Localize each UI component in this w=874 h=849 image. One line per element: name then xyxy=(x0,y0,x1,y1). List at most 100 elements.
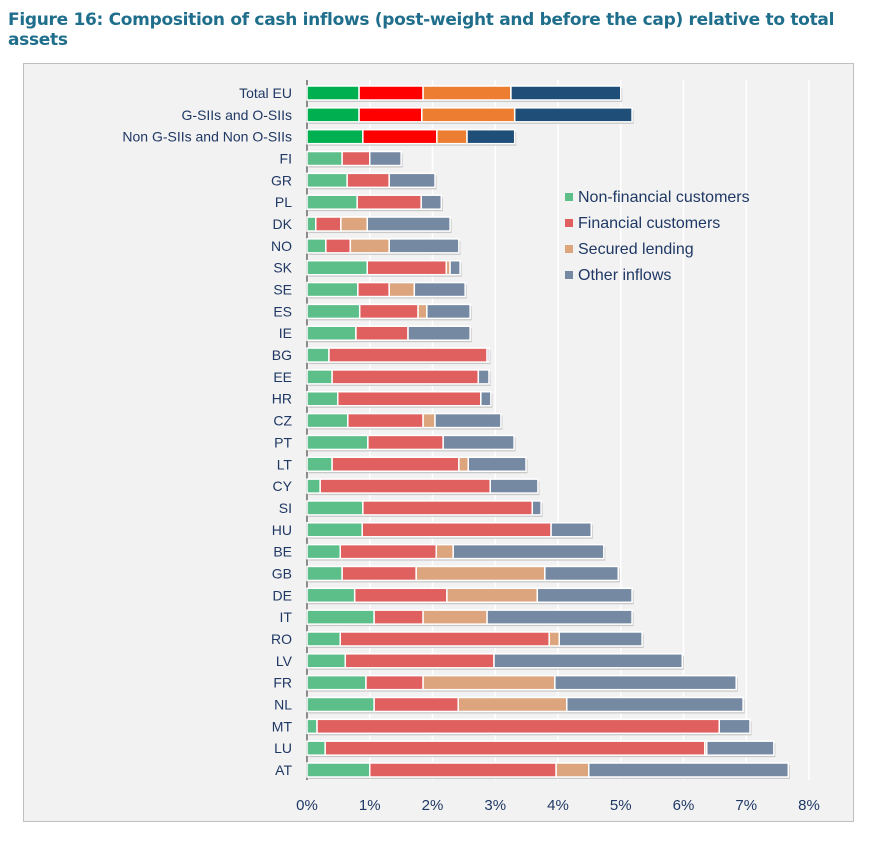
bar-segment xyxy=(365,674,424,691)
bar-segment xyxy=(566,696,744,713)
bar-segment xyxy=(536,587,633,604)
bar-segment xyxy=(319,478,491,494)
bar-segment xyxy=(306,238,327,254)
bar-segment xyxy=(306,456,333,473)
bar-segment xyxy=(358,107,423,123)
bar-segment xyxy=(306,653,347,669)
bar-segment xyxy=(306,85,360,101)
bar-segment xyxy=(367,434,444,451)
y-tick-label: GR xyxy=(271,172,292,188)
bar-segment xyxy=(480,390,492,407)
bar-segment xyxy=(548,631,561,647)
x-tick-label: 1% xyxy=(359,797,381,814)
bar-segment xyxy=(306,587,356,604)
bar-segment xyxy=(306,762,371,778)
y-tick-label: MT xyxy=(272,718,293,734)
bar-segment xyxy=(306,522,363,538)
bar-segment xyxy=(344,653,495,669)
bar-segment xyxy=(306,128,364,145)
bar-segment xyxy=(306,740,326,756)
y-tick-label: G-SIIs and O-SIIs xyxy=(182,107,292,123)
legend-swatch xyxy=(565,219,573,227)
y-tick-label: BE xyxy=(273,544,292,560)
y-tick-label: SK xyxy=(273,260,292,276)
y-tick-label: LU xyxy=(274,740,292,756)
bar-segment xyxy=(346,172,390,189)
legend-swatch xyxy=(565,245,573,253)
bar-segment xyxy=(449,259,461,276)
bar-segment xyxy=(436,128,468,145)
bar-segment xyxy=(457,696,568,713)
y-tick-label: AT xyxy=(275,762,292,778)
y-tick-label: LT xyxy=(277,456,293,472)
bar-segment xyxy=(458,456,470,473)
y-tick-label: PL xyxy=(275,194,292,210)
bar-segment xyxy=(362,500,534,516)
y-tick-label: IE xyxy=(279,325,292,341)
bar-segment xyxy=(442,434,515,451)
y-tick-label: HU xyxy=(272,522,292,538)
legend-label: Other inflows xyxy=(578,267,671,284)
bar-segment xyxy=(341,150,371,167)
y-tick-label: Total EU xyxy=(239,85,292,101)
bar-segment xyxy=(420,194,443,210)
bar-segment xyxy=(306,347,330,363)
bar-segment xyxy=(306,478,321,494)
bar-segment xyxy=(435,543,454,560)
y-tick-label: DK xyxy=(273,216,293,232)
bar-segment xyxy=(373,696,459,713)
bar-segment xyxy=(306,390,339,407)
bar-segment xyxy=(306,434,369,451)
figure-title: Figure 16: Composition of cash inflows (… xyxy=(8,10,835,50)
bar-segment xyxy=(422,412,436,429)
bar-segment xyxy=(328,347,488,363)
bar-segment xyxy=(325,238,352,254)
bar-segment xyxy=(306,325,357,341)
x-tick-label: 0% xyxy=(296,797,318,814)
y-tick-label: ES xyxy=(273,303,292,319)
bar-segment xyxy=(513,107,633,123)
bar-segment xyxy=(477,369,490,385)
bar-segment xyxy=(306,565,343,582)
x-tick-label: 8% xyxy=(798,797,820,814)
bar-segment xyxy=(306,150,343,167)
bar-segment xyxy=(407,325,471,341)
y-tick-label: DE xyxy=(273,587,292,603)
bar-segment xyxy=(486,347,490,363)
y-tick-label: CZ xyxy=(273,413,292,429)
bar-segment xyxy=(446,587,539,604)
x-tick-label: 5% xyxy=(610,797,632,814)
bar-segment xyxy=(306,674,367,691)
x-tick-label: 3% xyxy=(484,797,506,814)
bar-segment xyxy=(361,522,552,538)
bar-segment xyxy=(467,456,527,473)
bar-segment xyxy=(587,762,790,778)
bar-segment xyxy=(339,631,550,647)
y-tick-label: PT xyxy=(274,434,292,450)
y-tick-label: HR xyxy=(272,391,292,407)
bar-segment xyxy=(554,674,737,691)
bar-segment xyxy=(422,85,512,101)
y-tick-label: RO xyxy=(271,631,292,647)
bar-segment xyxy=(366,259,448,276)
y-tick-label: IT xyxy=(280,609,293,625)
bar-segment xyxy=(434,412,502,429)
bar-segment xyxy=(306,412,349,429)
bar-segment xyxy=(415,565,546,582)
bar-segment xyxy=(306,281,359,298)
bar-segment xyxy=(331,369,480,385)
bar-segment xyxy=(306,216,317,232)
bar-segment xyxy=(366,216,451,232)
bar-segment xyxy=(718,718,751,735)
x-tick-label: 6% xyxy=(673,797,695,814)
y-tick-label: EE xyxy=(273,369,292,385)
bar-segment xyxy=(331,456,460,473)
bar-segment xyxy=(306,718,318,735)
bar-segment xyxy=(362,128,438,145)
bar-segment xyxy=(426,303,471,320)
bar-segment xyxy=(452,543,605,560)
bar-segment xyxy=(355,325,409,341)
bar-segment xyxy=(369,762,557,778)
y-tick-label: Non G-SIIs and Non O-SIIs xyxy=(122,129,292,145)
